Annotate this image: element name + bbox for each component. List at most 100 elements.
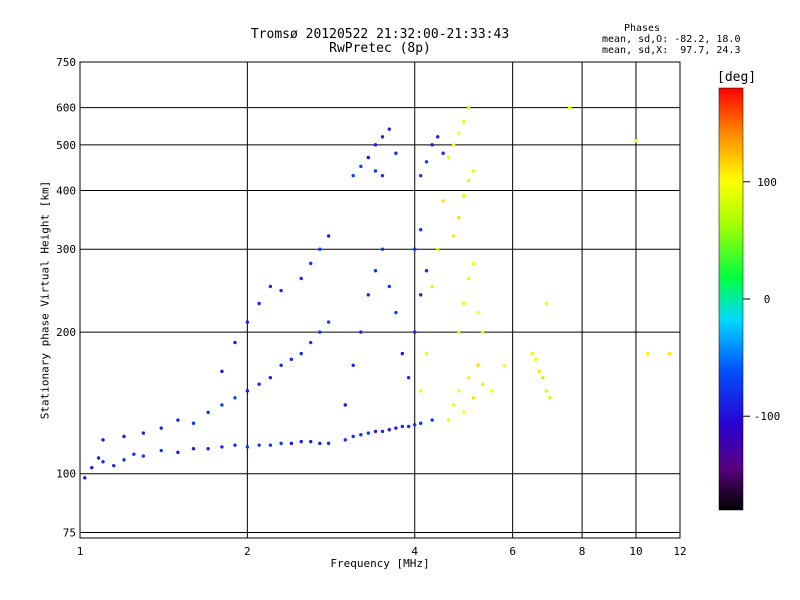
data-point-x [646,351,650,356]
data-point-o [343,438,347,442]
data-point-o [206,410,210,415]
data-point-x [502,363,507,367]
y-tick-label: 750 [56,56,76,69]
data-point-x [537,369,541,374]
data-point-o [318,247,322,251]
data-point-x [462,410,466,415]
data-point-o [233,443,237,447]
data-point-x [441,199,445,203]
chart-subtitle: RwPretec (8p) [329,41,431,56]
data-point-o [424,160,429,164]
data-point-o [380,173,385,178]
data-point-o [400,351,405,356]
data-point-x [451,234,456,238]
data-point-o [299,351,303,356]
data-point-o [132,452,136,456]
data-point-o [257,301,261,306]
grid-lines [79,61,681,538]
colorbar [718,87,744,511]
data-point-o [233,340,237,345]
data-point-o [96,456,101,460]
data-point-o [220,369,224,374]
data-point-o [394,151,398,155]
data-point-o [289,357,294,362]
data-point-x [418,389,423,393]
plot-frame [79,61,681,539]
data-point-o [387,428,391,432]
data-point-o [159,426,163,430]
data-point-o [394,310,398,315]
x-tick-label: 12 [673,545,686,558]
data-point-o [326,234,331,238]
data-point-o [220,403,224,407]
data-point-o [424,269,429,273]
data-point-o [418,228,423,232]
x-tick-labels: 1 2 4 6 8 10 12 [77,545,687,558]
x-tick-label: 10 [629,545,642,558]
data-point-x [430,284,434,289]
data-point-x [466,276,471,281]
data-point-x [466,105,471,110]
data-point-o [191,421,196,425]
data-point-x [541,375,545,380]
data-point-o [141,431,146,435]
y-tick-label: 100 [56,468,76,481]
data-point-o [176,450,180,455]
data-point-x [530,351,534,356]
data-point-o [309,439,313,444]
data-point-o [279,441,283,446]
x-tick-label: 2 [244,545,251,558]
data-point-o [430,143,434,147]
data-point-x [548,396,552,400]
data-point-x [533,357,538,362]
data-point-o [318,441,322,446]
data-point-o [83,476,87,480]
y-tick-label: 75 [63,526,76,539]
y-tick-label: 400 [56,184,76,197]
data-point-o [268,375,273,380]
data-point-x [471,396,476,400]
phases-stats-x: mean, sd,X: 97.7, 24.3 [602,45,741,56]
data-point-x [436,247,440,251]
data-point-o [245,320,250,324]
data-point-o [245,445,250,449]
y-tick-label: 200 [56,326,76,339]
data-point-o [351,363,355,367]
x-tick-label: 4 [411,545,418,558]
data-point-x [480,382,485,386]
data-point-o [318,330,322,334]
data-point-x [462,193,466,198]
data-point-o [373,429,378,434]
data-point-o [141,454,146,458]
colorbar-tick-labels: 100 0 -100 [743,176,780,423]
data-point-x [424,351,429,356]
data-point-o [387,284,391,289]
data-point-o [380,429,385,434]
phases-stats-o: mean, sd,O: -82.2, 18.0 [602,34,741,45]
data-point-o [430,418,434,422]
x-axis-label: Frequency [MHz] [330,557,430,570]
data-point-o [373,143,378,147]
data-point-o [380,247,385,251]
data-point-o [400,424,405,429]
data-point-o [299,439,303,444]
data-point-x [457,131,461,135]
data-point-o [436,135,440,139]
data-point-x [476,310,480,315]
x-tick-label: 1 [77,545,84,558]
data-point-x [544,301,549,306]
data-point-o [122,458,126,462]
data-point-x [457,389,461,393]
data-point-o [351,173,355,178]
data-point-x [489,389,494,393]
data-point-o [279,288,283,293]
colorbar-unit-label: [deg] [717,70,757,85]
data-point-o [413,247,417,251]
data-point-o [245,389,250,393]
colorbar-tick-label: -100 [754,410,781,423]
x-tick-label: 6 [509,545,516,558]
data-point-o [268,443,273,447]
data-point-o [387,127,391,131]
data-point-o [101,438,105,442]
data-point-x [471,261,476,266]
